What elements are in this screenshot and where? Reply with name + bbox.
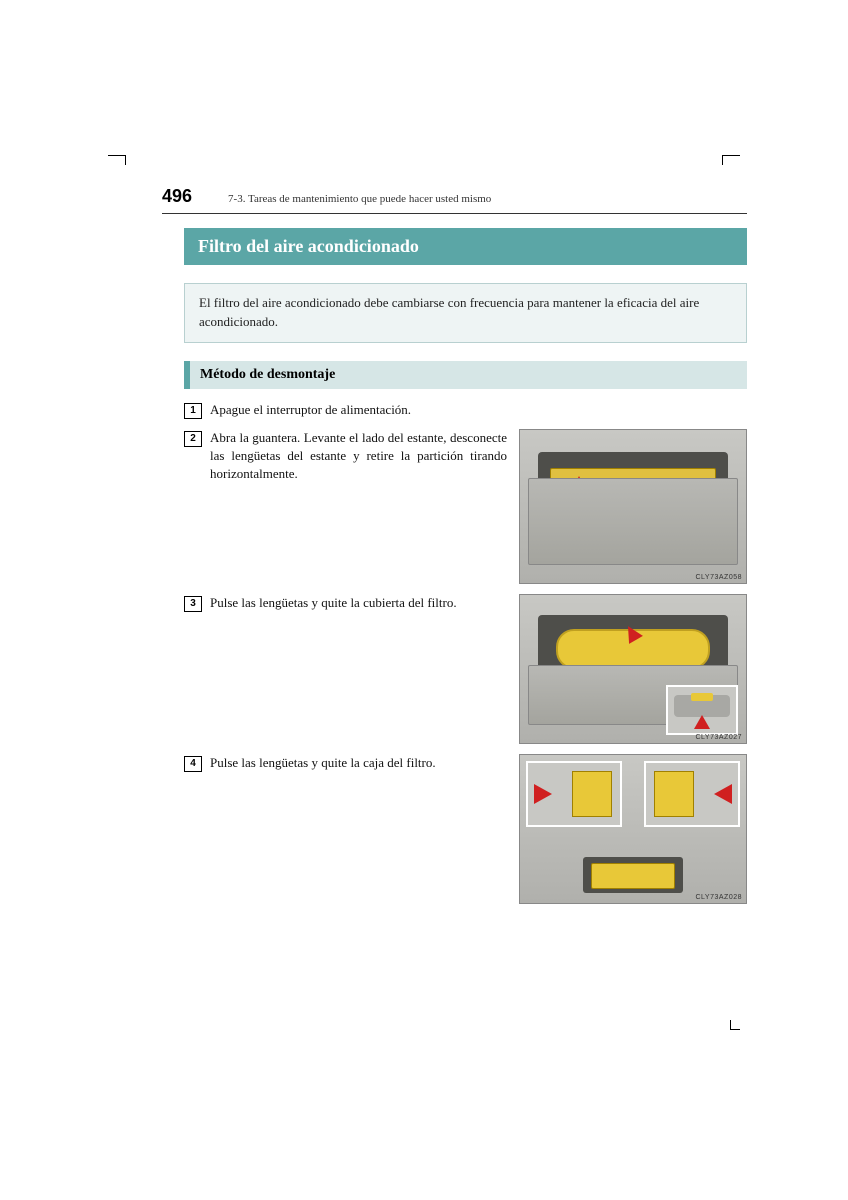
crop-mark-tl xyxy=(108,155,126,165)
step-text-4: Pulse las lengüetas y quite la caja del … xyxy=(210,754,519,772)
arrow-left-icon xyxy=(714,784,732,804)
figure-step-2: CLY73AZ058 xyxy=(519,429,747,584)
subheading: Método de desmontaje xyxy=(184,361,747,389)
page-number: 496 xyxy=(162,186,192,207)
filter-part-icon xyxy=(572,771,612,817)
intro-box: El filtro del aire acondicionado debe ca… xyxy=(184,283,747,343)
section-title: Filtro del aire acondicionado xyxy=(184,228,747,265)
callout-right xyxy=(644,761,740,827)
header-rule xyxy=(162,213,747,214)
step-number-1: 1 xyxy=(184,403,202,419)
callout-left xyxy=(526,761,622,827)
diagram-filter-cover: CLY73AZ027 xyxy=(519,594,747,744)
step-1: 1 Apague el interruptor de alimentación. xyxy=(184,401,747,419)
figure-code: CLY73AZ027 xyxy=(695,734,742,741)
figure-step-4: CLY73AZ028 xyxy=(519,754,747,904)
filter-part-icon xyxy=(654,771,694,817)
figure-code: CLY73AZ028 xyxy=(695,894,742,901)
step-text-3: Pulse las lengüetas y quite la cubierta … xyxy=(210,594,519,612)
step-2: 2 Abra la guantera. Levante el lado del … xyxy=(184,429,747,584)
step-number-2: 2 xyxy=(184,431,202,447)
step-text-1: Apague el interruptor de alimentación. xyxy=(210,401,747,419)
figure-step-3: CLY73AZ027 xyxy=(519,594,747,744)
page-content: 496 7-3. Tareas de mantenimiento que pue… xyxy=(162,186,747,914)
arrow-right-icon xyxy=(534,784,552,804)
crop-mark-br xyxy=(730,1020,740,1030)
arrow-up-icon xyxy=(694,715,710,729)
step-4: 4 Pulse las lengüetas y quite la caja de… xyxy=(184,754,747,904)
page-header: 496 7-3. Tareas de mantenimiento que pue… xyxy=(162,186,747,207)
step-number-3: 3 xyxy=(184,596,202,612)
callout-detail xyxy=(666,685,738,735)
tab-icon xyxy=(691,693,713,701)
step-3: 3 Pulse las lengüetas y quite la cubiert… xyxy=(184,594,747,744)
step-number-4: 4 xyxy=(184,756,202,772)
diagram-filter-case: CLY73AZ028 xyxy=(519,754,747,904)
crop-mark-tr xyxy=(722,155,740,165)
figure-code: CLY73AZ058 xyxy=(695,574,742,581)
diagram-glovebox: CLY73AZ058 xyxy=(519,429,747,584)
breadcrumb: 7-3. Tareas de mantenimiento que puede h… xyxy=(228,193,491,205)
filter-case-icon xyxy=(591,863,675,889)
step-text-2: Abra la guantera. Levante el lado del es… xyxy=(210,429,519,484)
